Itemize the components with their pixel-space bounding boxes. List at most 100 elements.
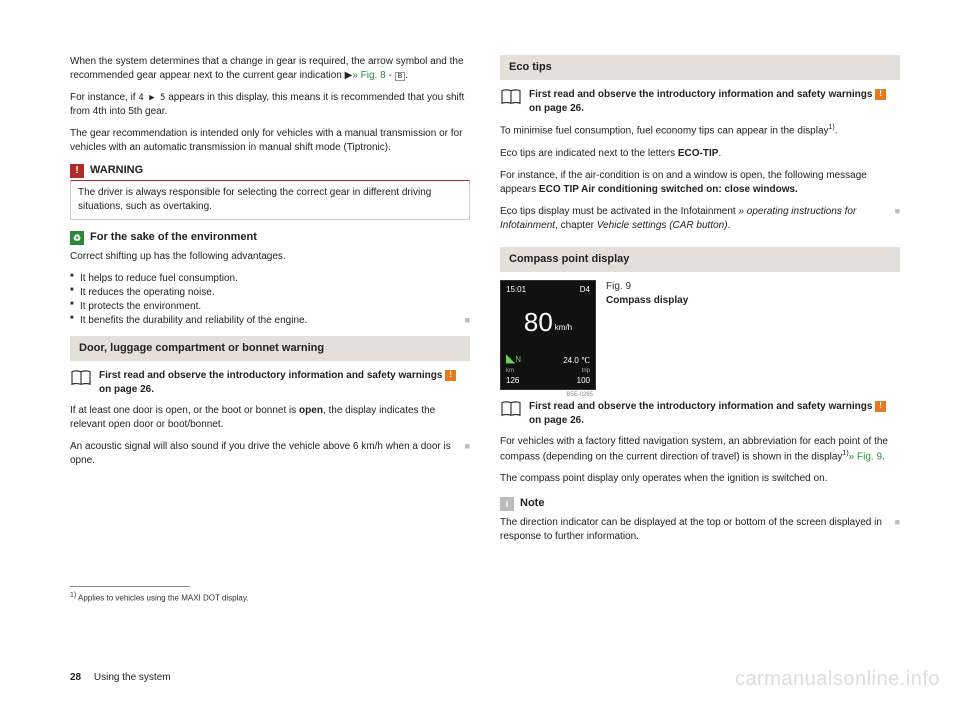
text: . [835, 126, 838, 137]
marker-b: B [395, 72, 406, 81]
compass-arrow-icon: ◣ [506, 351, 515, 365]
compass-display-image: 15:01 D4 80 km/h ◣N km 126 24.0 ℃ trip [500, 280, 596, 390]
text: - [386, 70, 395, 81]
display-time: 15:01 [506, 284, 526, 295]
fig-ref-9: » Fig. 9 [849, 451, 882, 462]
para-eco-4: Eco tips display must be activated in th… [500, 205, 895, 233]
text: Eco tips are indicated next to the lette… [500, 148, 678, 159]
para-door-open: If at least one door is open, or the boo… [70, 404, 470, 432]
bold-open: open [299, 405, 323, 416]
para-eco-4-row: Eco tips display must be activated in th… [500, 205, 900, 241]
para-eco-3: For instance, if the air-condition is on… [500, 169, 900, 197]
recycle-icon: ♻ [70, 231, 84, 245]
display-unit: km/h [555, 322, 572, 333]
bullet: It reduces the operating noise. [70, 286, 470, 300]
text: on page 26. [529, 415, 584, 426]
display-mid: 80 km/h [501, 298, 595, 346]
warning-icon: ! [70, 164, 84, 178]
display-bottom-left: ◣N km 126 [506, 350, 521, 386]
bold: ECO-TIP [678, 148, 719, 159]
footnote: 1) Applies to vehicles using the MAXI DO… [70, 591, 470, 604]
note-body: The direction indicator can be displayed… [500, 516, 895, 544]
text: For vehicles with a factory fitted navig… [500, 436, 888, 462]
display-top: 15:01 D4 [501, 281, 595, 298]
env-bullets: It helps to reduce fuel consumption. It … [70, 272, 470, 328]
section-eco-tips: Eco tips [500, 55, 900, 80]
para-gear-example: For instance, if 4 ▶ 5 appears in this d… [70, 91, 470, 119]
display-km: 126 [506, 375, 521, 386]
display-temp: 24.0 ℃ [563, 355, 590, 366]
text: . [728, 220, 731, 231]
section-compass: Compass point display [500, 247, 900, 272]
footnote-marker: 1) [70, 592, 76, 599]
note-head: i Note [500, 496, 900, 511]
env-intro: Correct shifting up has the following ad… [70, 250, 470, 264]
text: . [882, 451, 885, 462]
warning-badge-icon: ! [875, 89, 886, 100]
bullet: It protects the environment. [70, 300, 470, 314]
display-gear: D4 [580, 284, 590, 295]
section-end-icon: ■ [895, 516, 900, 552]
text: First read and observe the introductory … [99, 370, 445, 381]
text: on page 26. [529, 103, 584, 114]
bold: ECO TIP Air conditioning switched on: cl… [539, 184, 798, 195]
footer-title: Using the system [94, 672, 171, 683]
environment-head: ♻ For the sake of the environment [70, 230, 470, 245]
text: Eco tips display must be activated in th… [500, 206, 738, 217]
para-door-signal: An acoustic signal will also sound if yo… [70, 440, 465, 468]
text: . [405, 70, 408, 81]
gear-symbol: 4 ▶ 5 [138, 93, 165, 103]
info-icon: i [500, 497, 514, 511]
warning-badge-icon: ! [875, 401, 886, 412]
italic: Vehicle settings (CAR button) [597, 220, 728, 231]
warning-title: WARNING [90, 163, 143, 178]
page: When the system determines that a change… [0, 0, 960, 624]
fig-number: Fig. 9 [606, 280, 688, 294]
read-first-row: First read and observe the introductory … [70, 369, 470, 396]
para-compass-1: For vehicles with a factory fitted navig… [500, 435, 900, 464]
km-label: km [506, 367, 521, 375]
bullet: It benefits the durability and reliabili… [70, 314, 465, 328]
left-column: When the system determines that a change… [70, 55, 470, 604]
display-bottom-right: 24.0 ℃ trip 100 [563, 355, 590, 386]
read-first-text: First read and observe the introductory … [529, 400, 900, 427]
text: First read and observe the introductory … [529, 89, 875, 100]
warning-badge-icon: ! [445, 370, 456, 381]
display-trip: 100 [563, 375, 590, 386]
warning-head: ! WARNING [70, 163, 470, 178]
warning-box: ! WARNING The driver is always responsib… [70, 163, 470, 220]
fig-caption: Compass display [606, 295, 688, 306]
image-code: B5E-0265 [566, 391, 593, 399]
page-number: 28 [70, 672, 81, 683]
page-footer: 28 Using the system [70, 672, 171, 683]
section-end-icon: ■ [465, 314, 470, 328]
para-door-signal-row: An acoustic signal will also sound if yo… [70, 440, 470, 476]
book-icon [70, 369, 92, 387]
right-column: Eco tips First read and observe the intr… [500, 55, 900, 604]
book-icon [500, 400, 522, 418]
para-eco-1: To minimise fuel consumption, fuel econo… [500, 123, 900, 138]
text: If at least one door is open, or the boo… [70, 405, 299, 416]
read-first-text: First read and observe the introductory … [99, 369, 470, 396]
para-gear-scope: The gear recommendation is intended only… [70, 127, 470, 155]
section-end-icon: ■ [465, 440, 470, 476]
watermark: carmanualsonline.info [735, 668, 940, 691]
compass-figure: 15:01 D4 80 km/h ◣N km 126 24.0 ℃ trip [500, 280, 900, 390]
para-gear-intro: When the system determines that a change… [70, 55, 470, 83]
display-bottom: ◣N km 126 24.0 ℃ trip 100 [501, 347, 595, 389]
note-title: Note [520, 496, 544, 511]
note-body-row: The direction indicator can be displayed… [500, 516, 900, 552]
trip-label: trip [563, 367, 590, 375]
compass-n: N [515, 355, 521, 364]
footnote-text: Applies to vehicles using the MAXI DOT d… [78, 594, 248, 603]
text: on page 26. [99, 384, 154, 395]
warning-body: The driver is always responsible for sel… [70, 180, 470, 220]
para-compass-2: The compass point display only operates … [500, 472, 900, 486]
text: . [718, 148, 721, 159]
text: First read and observe the introductory … [529, 401, 875, 412]
section-door-warning: Door, luggage compartment or bonnet warn… [70, 336, 470, 361]
bullet: It helps to reduce fuel consumption. [70, 272, 470, 286]
compass-caption: Fig. 9 Compass display [606, 280, 688, 390]
section-end-icon: ■ [895, 205, 900, 241]
display-speed: 80 [524, 304, 553, 340]
